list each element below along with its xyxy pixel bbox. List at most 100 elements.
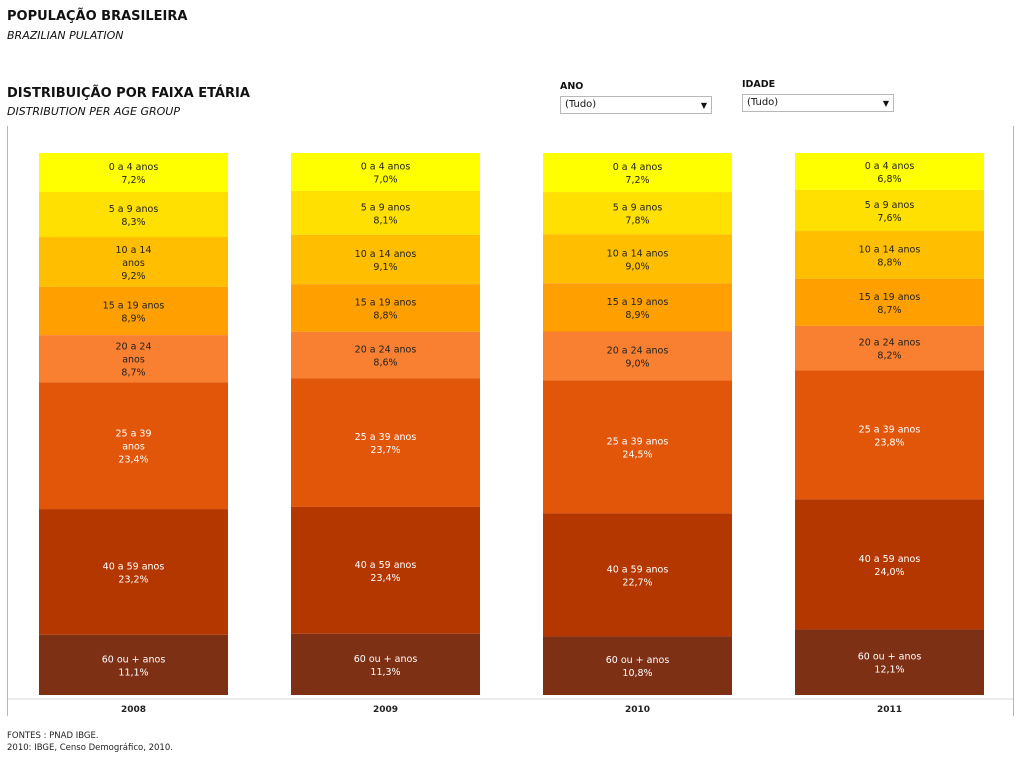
data-label-category: 15 a 19 anos [103, 300, 165, 311]
data-label-category: 60 ou + anos [102, 654, 166, 665]
data-label-value: 9,2% [121, 271, 145, 282]
data-label-category: 60 ou + anos [858, 652, 922, 663]
data-label-category: 20 a 24 anos [607, 345, 669, 356]
bar-segment[interactable] [39, 153, 228, 193]
bar-segment[interactable] [39, 634, 228, 695]
data-label-value: 8,9% [625, 310, 649, 321]
filter-idade-label: IDADE [742, 79, 776, 90]
bar-segment[interactable] [795, 278, 984, 326]
bar-segment[interactable] [543, 234, 732, 284]
bar-segment[interactable] [543, 283, 732, 332]
data-label-category: 25 a 39 [115, 429, 151, 440]
data-label-category: 15 a 19 anos [355, 298, 417, 309]
data-label-value: 8,8% [373, 311, 397, 322]
bar-segment[interactable] [543, 192, 732, 235]
bar-segment[interactable] [291, 234, 480, 285]
x-tick-label: 2010 [625, 705, 650, 715]
data-label-value: 8,8% [877, 257, 901, 268]
data-label-value: 12,1% [874, 665, 904, 676]
data-label-category: 20 a 24 anos [859, 338, 921, 349]
bar-segment[interactable] [795, 325, 984, 371]
chart-title: DISTRIBUIÇÃO POR FAIXA ETÁRIA [7, 86, 250, 101]
footer-sources: FONTES : PNAD IBGE. [7, 731, 99, 741]
bar-segment[interactable] [291, 378, 480, 507]
bar-segment[interactable] [39, 192, 228, 238]
footer-census-note: 2010: IBGE, Censo Demográfico, 2010. [7, 743, 173, 753]
data-label-category: 5 a 9 anos [109, 204, 159, 215]
data-label-value: 8,1% [373, 215, 397, 226]
page-subtitle: BRAZILIAN PULATION [7, 29, 124, 42]
data-label-category: 40 a 59 anos [607, 564, 669, 575]
filter-ano: ANO (Tudo) ▼ [560, 81, 712, 114]
data-label-value: 9,1% [373, 262, 397, 273]
data-label-category: 15 a 19 anos [859, 292, 921, 303]
bar-segment[interactable] [39, 509, 228, 635]
bar-segment[interactable] [291, 190, 480, 235]
data-label-value: 7,0% [373, 174, 397, 185]
data-label-category: 25 a 39 anos [607, 436, 669, 447]
bar-segment[interactable] [543, 331, 732, 381]
data-label-category: 60 ou + anos [606, 655, 670, 666]
filter-ano-dropdown[interactable]: (Tudo) ▼ [560, 96, 712, 114]
data-label-value: 23,2% [118, 574, 148, 585]
bar-segment[interactable] [39, 335, 228, 383]
data-label-category: 25 a 39 anos [859, 424, 921, 435]
chart-svg: 0 a 4 anos 7,2% 5 a 9 anos 8,3% 10 a 14 anos 9… [8, 153, 1013, 715]
bar-segment[interactable] [39, 286, 228, 336]
data-label-category: 25 a 39 anos [355, 432, 417, 443]
data-label-value: 8,2% [877, 351, 901, 362]
filter-ano-value: (Tudo) [565, 99, 597, 110]
data-label-value: 7,2% [625, 175, 649, 186]
data-label-value: 23,7% [370, 445, 400, 456]
bar-segment[interactable] [543, 380, 732, 514]
chevron-down-icon[interactable]: ▼ [882, 99, 889, 108]
bar-segment[interactable] [39, 382, 228, 510]
bar-segment[interactable] [291, 633, 480, 695]
bar-segment[interactable] [291, 506, 480, 634]
data-label-value: 24,5% [622, 449, 652, 460]
bar-segment[interactable] [795, 629, 984, 695]
data-label-value: 6,8% [877, 174, 901, 185]
data-label-category: 20 a 24 anos [355, 345, 417, 356]
page-title: POPULAÇÃO BRASILEIRA [7, 9, 188, 24]
bar-segment[interactable] [291, 153, 480, 191]
data-label-value: 9,0% [625, 358, 649, 369]
x-tick-label: 2011 [877, 705, 902, 715]
bar-segment[interactable] [795, 189, 984, 232]
bar-segment[interactable] [291, 331, 480, 379]
data-label-value: 7,8% [625, 216, 649, 227]
bar-segment[interactable] [543, 153, 732, 193]
data-label-category: 10 a 14 anos [859, 244, 921, 255]
bar-segment[interactable] [795, 370, 984, 500]
chevron-down-icon[interactable]: ▼ [700, 101, 707, 110]
data-label-category: 0 a 4 anos [613, 162, 663, 173]
bar-segment[interactable] [291, 284, 480, 332]
data-label-category: 0 a 4 anos [865, 161, 915, 172]
data-label-value: 11,3% [370, 667, 400, 678]
filter-idade-dropdown[interactable]: (Tudo) ▼ [742, 94, 894, 112]
data-label-value: 22,7% [622, 577, 652, 588]
bar-segment[interactable] [39, 237, 228, 287]
bar-segment[interactable] [795, 153, 984, 190]
data-label-value: 10,8% [622, 668, 652, 679]
data-label-value: 8,7% [877, 305, 901, 316]
data-label-category: 0 a 4 anos [361, 161, 411, 172]
bar-segment[interactable] [795, 499, 984, 630]
bar-segment[interactable] [543, 513, 732, 637]
bar-segment[interactable] [795, 231, 984, 279]
data-label-category: 10 a 14 anos [355, 249, 417, 260]
filter-ano-label: ANO [560, 81, 584, 92]
x-tick-label: 2008 [121, 705, 146, 715]
data-label-category: 15 a 19 anos [607, 297, 669, 308]
data-label-category: anos [122, 355, 145, 366]
data-label-value: 11,1% [118, 667, 148, 678]
data-label-value: 8,7% [121, 368, 145, 379]
data-label-category: 40 a 59 anos [103, 561, 165, 572]
filter-idade-value: (Tudo) [747, 97, 779, 108]
data-label-category: 60 ou + anos [354, 654, 418, 665]
chart-subtitle: DISTRIBUTION PER AGE GROUP [7, 105, 180, 118]
data-label-category: 40 a 59 anos [859, 554, 921, 565]
bar-segment[interactable] [543, 636, 732, 695]
data-label-category: 5 a 9 anos [361, 202, 411, 213]
data-label-category: anos [122, 442, 145, 453]
